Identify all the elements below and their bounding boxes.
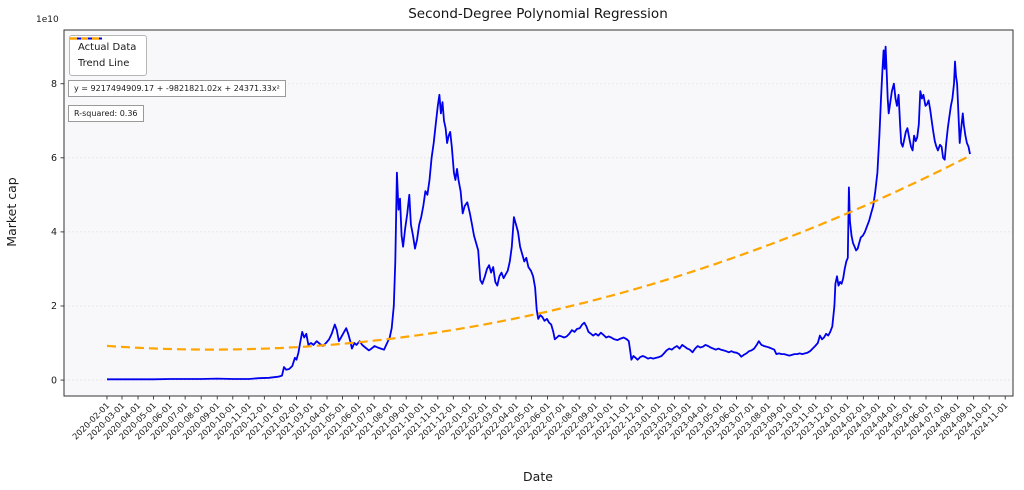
legend: Actual Data Trend Line	[69, 35, 148, 76]
r-squared-annotation: R-squared: 0.36	[68, 105, 144, 122]
legend-label-actual-data: Actual Data	[78, 42, 137, 53]
y-axis-offset-text: 1e10	[36, 15, 59, 25]
legend-line-trend	[70, 37, 102, 40]
y-tick-label: 8	[51, 79, 57, 90]
legend-item-trend-line: Trend Line	[70, 37, 136, 69]
y-tick-label: 0	[51, 375, 57, 386]
y-axis-label: Market cap	[4, 177, 19, 246]
chart-title: Second-Degree Polynomial Regression	[408, 6, 668, 22]
legend-item-actual-data: Actual Data	[70, 37, 137, 53]
plot-frame	[63, 29, 1014, 397]
actual-data-line	[107, 45, 971, 381]
y-tick-label: 2	[51, 301, 57, 312]
legend-label-trend-line: Trend Line	[78, 58, 130, 69]
y-tick-label: 6	[51, 153, 57, 164]
trend-line	[106, 155, 969, 351]
equation-annotation: y = 9217494909.17 + -9821821.02x + 24371…	[68, 80, 286, 97]
y-tick-label: 4	[51, 227, 57, 238]
x-axis-label: Date	[523, 469, 553, 484]
